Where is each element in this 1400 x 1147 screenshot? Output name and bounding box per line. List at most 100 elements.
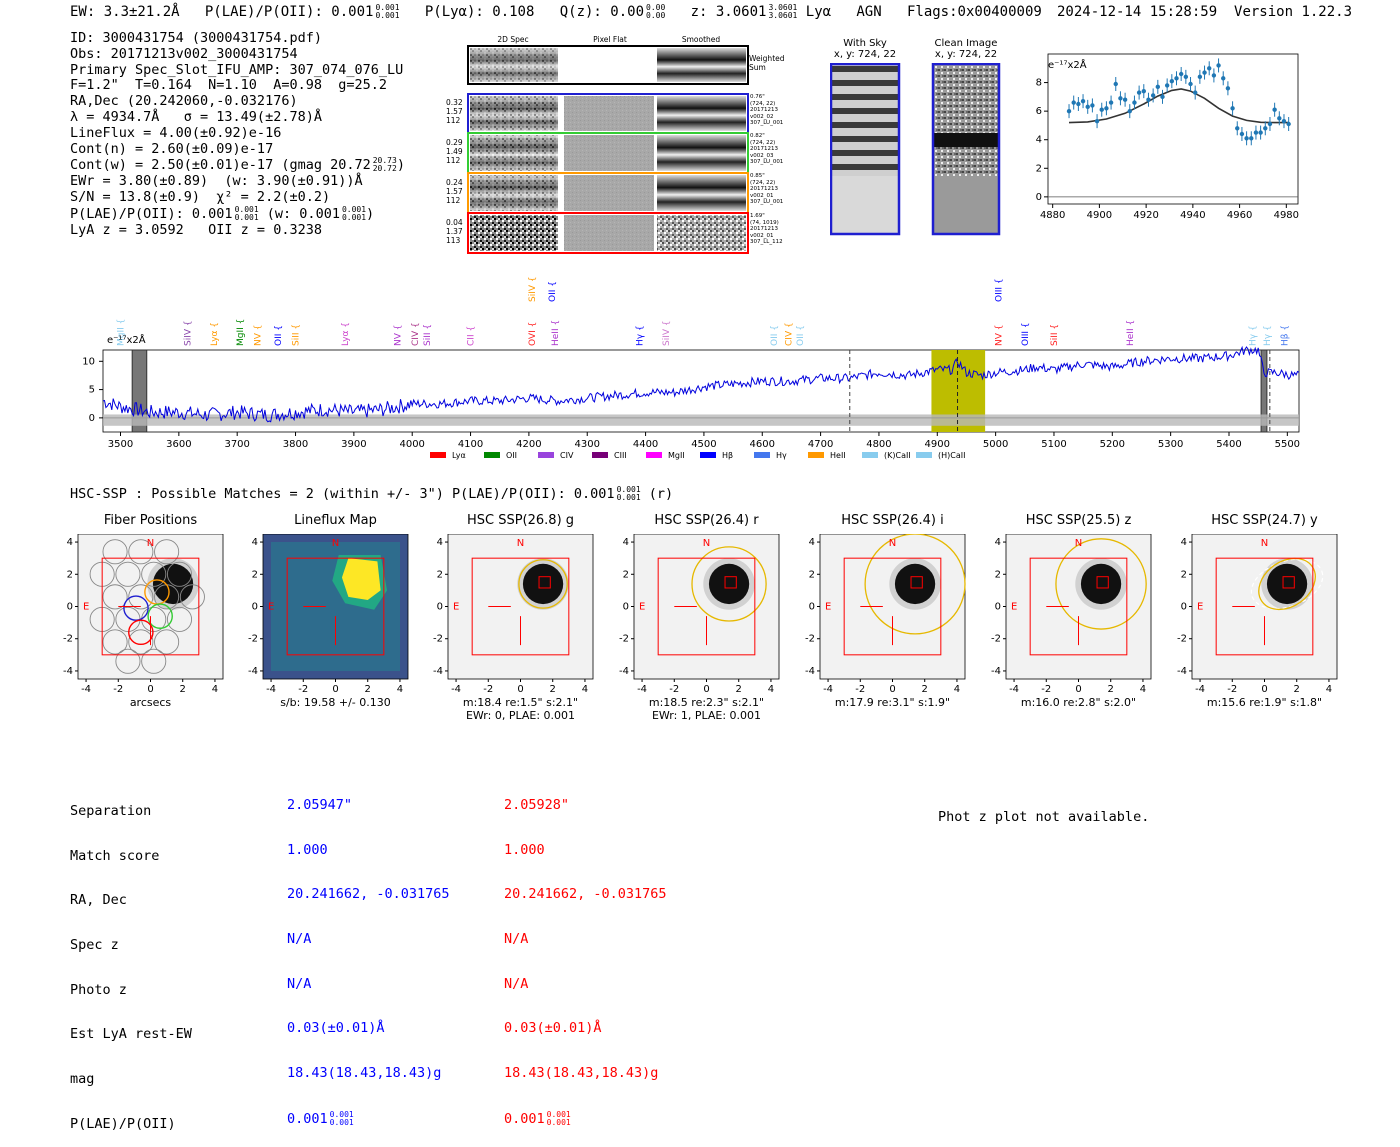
panel-ytick-label: 0 <box>252 602 258 613</box>
legend-label: CIV <box>560 451 574 460</box>
label-rest-ew: Est LyA rest-EW <box>70 1026 192 1043</box>
zoom-data-point <box>1104 106 1109 111</box>
zoom-data-point <box>1141 88 1146 94</box>
panel-xtick-label: -2 <box>113 684 123 695</box>
info-id: ID: 3000431754 (3000431754.pdf) <box>70 30 322 46</box>
line-id-label: CII { <box>467 326 477 346</box>
east-label: E <box>453 602 459 613</box>
spectrum-xtick-label: 4300 <box>575 439 600 450</box>
legend-swatch <box>862 452 878 458</box>
zoom-data-point <box>1174 76 1179 81</box>
fiber-circle <box>166 561 193 587</box>
panel-xtick-label: 4 <box>1140 684 1146 695</box>
lineflux-core <box>341 558 381 601</box>
panel-xtick-label: 0 <box>517 684 523 695</box>
spectrum-ytick-label: 5 <box>89 385 95 396</box>
zoom-data-point <box>1225 86 1231 91</box>
header-plae-hi: 0.001 <box>375 3 400 12</box>
panel-xtick-label: 0 <box>332 684 338 695</box>
fiber-circle <box>141 648 167 674</box>
panel-ytick-label: 0 <box>995 602 1001 613</box>
legend-swatch <box>700 452 716 458</box>
search-box <box>101 557 200 656</box>
fiber-circle <box>128 584 154 610</box>
fiber-circle <box>154 629 180 655</box>
zoom-fit-line <box>1068 88 1289 124</box>
panel-ytick-label: 0 <box>1181 602 1187 613</box>
row4-right: 1.69" (74, 1019) 20171213 v002_01 307_LL_112 <box>750 213 783 246</box>
north-label: N <box>889 538 896 549</box>
info-radec: RA,Dec (20.242060,-0.032176) <box>70 93 298 110</box>
header-agn: AGN <box>856 4 882 20</box>
row1-right: 0.76" (724, 22) 20171213 v002_02 307_LU_001 <box>750 94 784 127</box>
aperture-circle <box>518 559 568 609</box>
line-id-label: CIV { <box>785 322 795 346</box>
panel-image-4: N E -4 -4 -2 -2 0 0 2 2 4 4 <box>805 534 966 695</box>
header-z-lo: 3.0601 <box>768 11 798 20</box>
panel-xtick-label: -4 <box>637 684 647 695</box>
fiber-circle <box>128 539 154 565</box>
zoom-data-point <box>1076 101 1081 107</box>
info-contn: Cont(n) = 2.60(±0.09)e-17 <box>70 140 274 157</box>
panel-title: Lineflux Map <box>294 513 377 528</box>
line-id-label: Hγ { <box>1248 325 1258 346</box>
panel-title: HSC SSP(25.5) z <box>1025 513 1132 528</box>
label-match-score: Match score <box>70 847 160 864</box>
panel-ytick-label: -2 <box>433 634 443 645</box>
zoom-data-point <box>1118 96 1123 101</box>
panel-ytick-label: -4 <box>619 666 629 677</box>
zoom-ytick-label: 8 <box>1036 78 1042 89</box>
panel-caption: m:18.5 re:2.3" s:2.1" <box>648 696 765 709</box>
spectrum-xtick-label: 5400 <box>1216 439 1241 450</box>
zoom-data-point <box>1188 81 1193 87</box>
spectrum-xtick-label: 4000 <box>399 439 424 450</box>
spectrum-xtick-label: 4900 <box>925 439 950 450</box>
spectrum-xtick-label: 5000 <box>983 439 1008 450</box>
zoom-data-point <box>1235 126 1240 131</box>
fiber-circle <box>102 539 128 565</box>
fiber-circle <box>115 561 141 587</box>
spectrum-ytick-label: 0 <box>89 413 95 424</box>
panel-xtick-label: -4 <box>451 684 461 695</box>
zoom-xtick-label: 4940 <box>1180 210 1205 221</box>
info-lineflux: LineFlux = 4.00(±0.92)e-16 <box>70 124 282 141</box>
zoom-data-point <box>1192 90 1198 95</box>
zoom-data-point <box>1127 108 1132 114</box>
spectrum-xtick-label: 5500 <box>1275 439 1300 450</box>
galaxy-core <box>1080 563 1122 605</box>
panel-ytick-label: -2 <box>991 634 1001 645</box>
panel-ytick-label: -2 <box>63 634 73 645</box>
panel-xtick-label: -4 <box>266 684 276 695</box>
line-id-label: Lyα { <box>210 322 220 346</box>
line-id-label: OIII { <box>1021 322 1031 346</box>
label-plae: P(LAE)/P(OII) <box>70 1115 176 1132</box>
panel-caption-2: EWr: 0, PLAE: 0.001 <box>465 709 576 722</box>
zoom-data-point <box>1094 118 1100 124</box>
label-specz: Spec z <box>70 936 119 953</box>
line-id-label: OVI { <box>528 322 538 346</box>
zoom-xtick-label: 4960 <box>1227 210 1252 221</box>
line-id-label: HeII { <box>551 320 561 346</box>
panel-ytick-label: -4 <box>1177 666 1187 677</box>
aperture-circle <box>864 534 966 635</box>
panel-caption: m:16.0 re:2.8" s:2.0" <box>1020 696 1137 709</box>
panel-frame <box>819 534 966 680</box>
line-id-label: CIV { <box>411 322 421 346</box>
panel-xtick-label: -2 <box>1227 684 1237 695</box>
panel-ytick-label: 0 <box>623 602 629 613</box>
zoom-ytick-label: 6 <box>1036 106 1042 117</box>
panel-xtick-label: 2 <box>550 684 556 695</box>
panel-xtick-label: -4 <box>1195 684 1205 695</box>
panel-ytick-label: 4 <box>67 537 73 548</box>
row1-left: 0.32 1.57 112 <box>446 98 463 125</box>
legend-label: (K)CaII <box>884 451 911 460</box>
row2-left: 0.29 1.49 112 <box>446 138 463 165</box>
match-2-column: 2.05928" 1.000 20.241662, -0.031765 N/A … <box>504 796 667 1127</box>
zoom-data-point <box>1169 78 1175 84</box>
panel-xtick-label: 4 <box>397 684 403 695</box>
header-qz: Q(z): 0.00 <box>559 4 645 20</box>
panel-xtick-label: 2 <box>1108 684 1114 695</box>
panel-caption: m:18.4 re:1.5" s:2.1" <box>462 696 579 709</box>
zoom-data-point <box>1178 71 1184 77</box>
panel-title: HSC SSP(26.4) i <box>841 513 944 528</box>
